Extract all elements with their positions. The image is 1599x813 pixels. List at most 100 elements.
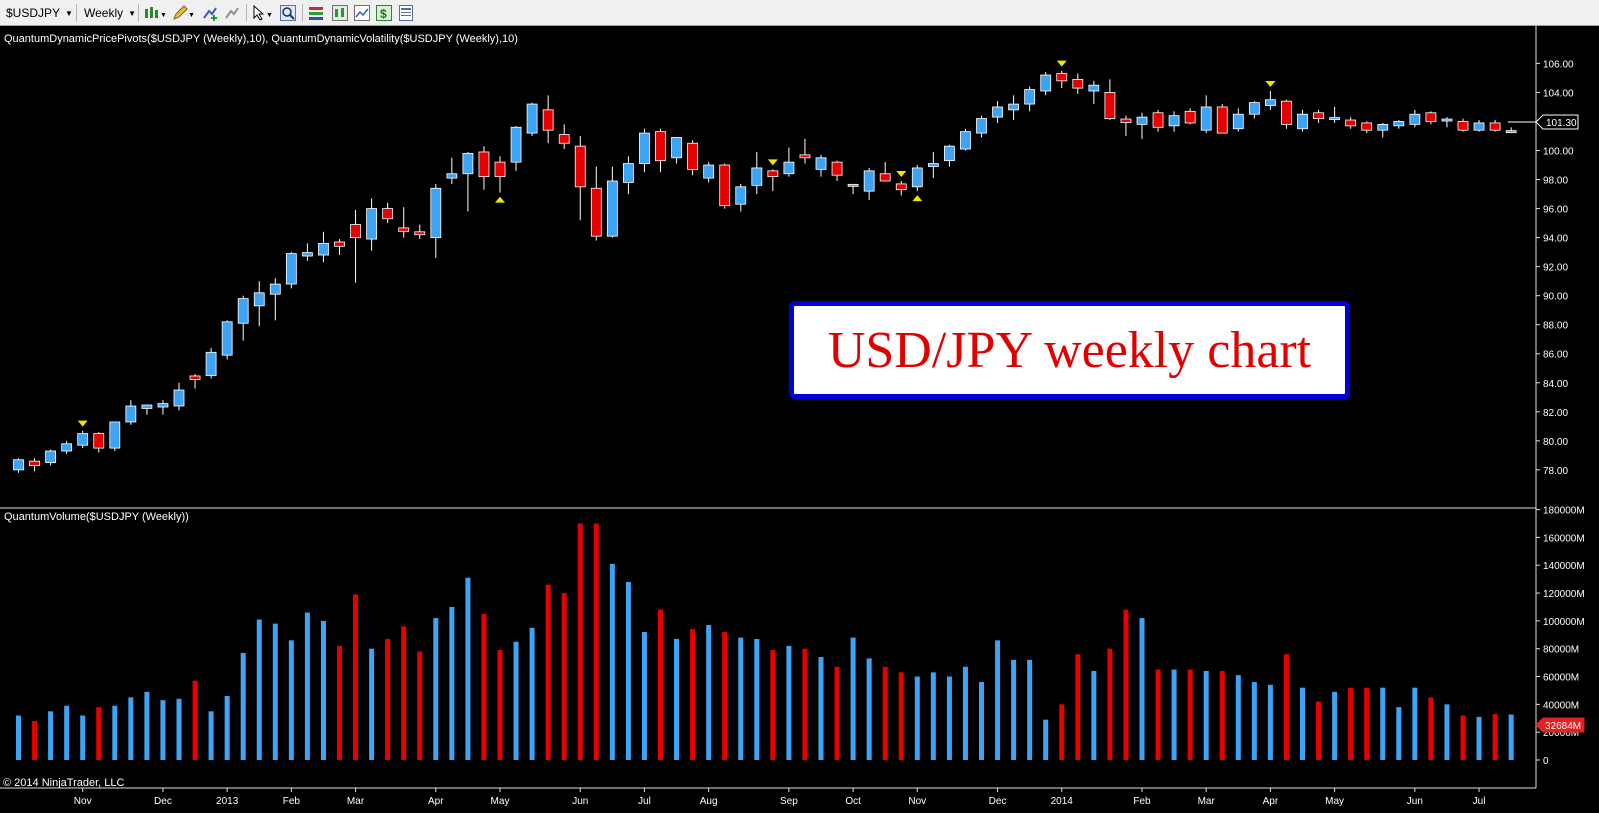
- time-tick-label: Dec: [154, 796, 172, 807]
- volume-bar: [914, 676, 920, 760]
- instrument-selector[interactable]: $USDJPY ▼: [6, 4, 73, 22]
- price-tick-label: 86.00: [1543, 350, 1568, 361]
- candlestick-series: [13, 70, 1517, 473]
- svg-text:$: $: [380, 7, 387, 21]
- candle: [992, 101, 1003, 123]
- money-icon[interactable]: $: [376, 5, 392, 21]
- volume-bar: [449, 606, 455, 760]
- volume-bar: [1187, 669, 1193, 760]
- chart-background: [0, 26, 1599, 813]
- volume-bar: [706, 625, 712, 760]
- time-tick-label: 2013: [216, 796, 239, 807]
- candle: [687, 140, 698, 176]
- volume-bar: [1027, 659, 1033, 760]
- candle-body: [318, 243, 329, 256]
- candle-body: [29, 460, 40, 466]
- candle: [1457, 118, 1469, 132]
- svg-text:▼: ▼: [188, 12, 194, 19]
- candle: [173, 382, 185, 411]
- volume-bar: [1476, 716, 1482, 760]
- bar-type-icon[interactable]: ▼: [144, 5, 167, 21]
- candle-body: [1040, 74, 1052, 92]
- candle-body: [125, 405, 137, 423]
- chart-trader-icon[interactable]: [354, 5, 370, 21]
- candle: [542, 95, 554, 144]
- volume-bar: [497, 650, 503, 760]
- volume-bar: [770, 650, 776, 760]
- chart-canvas[interactable]: QuantumDynamicPricePivots($USDJPY (Weekl…: [0, 26, 1599, 813]
- volume-bar: [465, 577, 471, 760]
- pivot-high-marker: [767, 159, 778, 166]
- candle-body: [462, 153, 474, 175]
- volume-bar: [962, 666, 968, 760]
- candle-body: [77, 433, 89, 446]
- volume-bar: [1011, 659, 1017, 760]
- volume-tick-label: 100000M: [1543, 617, 1585, 628]
- volume-bar: [690, 629, 696, 760]
- candle: [606, 166, 618, 238]
- candle: [382, 202, 394, 224]
- candle-body: [606, 180, 618, 237]
- candle: [221, 320, 233, 360]
- candle: [446, 157, 458, 184]
- candle-body: [847, 183, 859, 187]
- volume-tick-label: 80000M: [1543, 645, 1579, 656]
- candle-body: [13, 459, 24, 471]
- candle-body: [494, 161, 506, 178]
- candle-body: [831, 161, 843, 176]
- volume-bar: [850, 637, 856, 760]
- candle: [1489, 120, 1501, 132]
- candle: [125, 400, 137, 425]
- candle-body: [623, 163, 634, 183]
- chevron-down-icon: ▼: [65, 8, 73, 18]
- volume-bar: [1251, 682, 1257, 760]
- candle-body: [414, 231, 426, 236]
- properties-icon[interactable]: [308, 5, 324, 21]
- candle-body: [976, 118, 987, 134]
- candle: [1361, 121, 1373, 134]
- candle: [1297, 109, 1308, 132]
- volume-bar: [513, 641, 519, 760]
- candle: [1120, 115, 1132, 136]
- candle-body: [1184, 110, 1196, 124]
- candle: [510, 125, 522, 171]
- time-tick-label: Apr: [428, 796, 444, 807]
- volume-bar: [1139, 618, 1145, 760]
- cursor-icon[interactable]: ▼: [252, 4, 273, 21]
- candle-body: [590, 187, 602, 237]
- candle: [1313, 109, 1324, 123]
- toolbar-divider: [302, 4, 303, 22]
- candle-body: [767, 170, 779, 178]
- candle-body: [992, 106, 1003, 118]
- candle-body: [1377, 123, 1389, 131]
- price-tick-label: 82.00: [1543, 408, 1568, 419]
- volume-bar: [754, 638, 760, 760]
- candle-body: [799, 154, 811, 159]
- remove-indicator-icon[interactable]: [224, 5, 240, 21]
- time-tick-label: May: [491, 796, 510, 807]
- volume-bar: [577, 523, 583, 760]
- volume-bar: [176, 698, 182, 760]
- strategy-icon[interactable]: [332, 5, 348, 21]
- volume-bar: [882, 666, 888, 760]
- interval-selector[interactable]: Weekly ▼: [84, 4, 136, 22]
- candle: [1072, 73, 1084, 94]
- draw-pencil-icon[interactable]: ▼: [172, 5, 195, 21]
- toolbar-divider: [246, 4, 247, 22]
- volume-bar: [1492, 714, 1498, 760]
- volume-bar: [545, 584, 551, 760]
- candle: [318, 231, 329, 263]
- candle: [45, 449, 56, 466]
- candle-body: [927, 163, 939, 167]
- data-box-icon[interactable]: [398, 5, 414, 21]
- candle-body: [1200, 106, 1212, 131]
- candle: [815, 154, 827, 177]
- volume-bar: [1043, 719, 1049, 760]
- volume-bar: [401, 626, 407, 760]
- candle-body: [687, 142, 698, 170]
- zoom-icon[interactable]: [280, 5, 296, 21]
- candle-body: [430, 187, 442, 239]
- candle: [1409, 109, 1421, 128]
- add-indicator-icon[interactable]: [202, 5, 218, 21]
- price-tick-label: 96.00: [1543, 205, 1568, 216]
